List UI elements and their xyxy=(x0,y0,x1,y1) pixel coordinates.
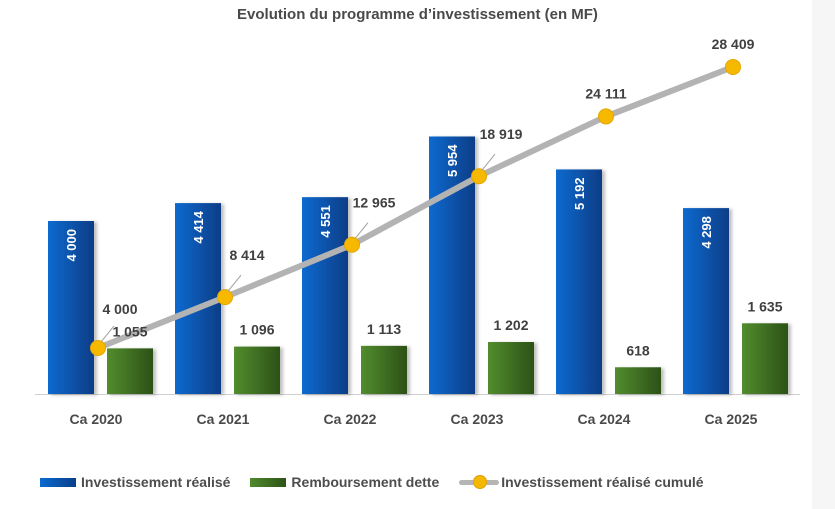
bar-label-remboursement: 618 xyxy=(626,342,650,358)
bar-label-remboursement: 1 096 xyxy=(239,322,274,338)
line-data-label: 8 414 xyxy=(229,247,264,263)
x-tick-label: Ca 2022 xyxy=(324,411,377,427)
leader-line xyxy=(100,325,115,343)
bar-label-investissement: 4 298 xyxy=(699,216,714,249)
bar-remboursement-dette xyxy=(742,323,788,394)
legend-swatch-green xyxy=(250,477,287,487)
side-margin xyxy=(812,0,835,509)
bar-remboursement-dette xyxy=(107,348,153,394)
legend-item-remboursement: Remboursement dette xyxy=(250,474,439,490)
chart-legend: Investissement réalisé Remboursement det… xyxy=(40,472,724,492)
leader-line xyxy=(354,222,369,240)
bar-label-investissement: 4 414 xyxy=(191,210,206,243)
line-data-label: 12 965 xyxy=(353,195,396,211)
x-tick-label: Ca 2023 xyxy=(451,411,504,427)
bar-investissement-realise xyxy=(175,203,221,394)
bar-remboursement-dette xyxy=(488,342,534,394)
bar-label-investissement: 5 192 xyxy=(572,177,587,210)
line-marker xyxy=(344,236,360,253)
x-tick-label: Ca 2025 xyxy=(705,411,758,427)
line-marker xyxy=(90,339,106,356)
line-marker xyxy=(598,108,614,125)
bar-label-remboursement: 1 635 xyxy=(747,298,782,314)
bar-investissement-realise xyxy=(48,221,94,394)
leader-line xyxy=(227,274,242,292)
line-investissement-cumule xyxy=(95,63,736,351)
bar-label-investissement: 5 954 xyxy=(445,144,460,177)
chart-plot: 4 000 1 055 4 414 1 096 4 551 1 113 5 954 1 202… xyxy=(35,36,800,427)
bar-label-remboursement: 1 202 xyxy=(493,317,528,333)
bar-remboursement-dette xyxy=(615,367,661,394)
bar-investissement-realise xyxy=(683,208,729,394)
bar-label-investissement: 4 000 xyxy=(64,229,79,262)
bar-label-investissement: 4 551 xyxy=(318,205,333,238)
legend-item-investissement: Investissement réalisé xyxy=(40,474,230,490)
line-marker xyxy=(725,58,741,75)
bar-investissement-realise xyxy=(302,197,348,394)
x-tick-label: Ca 2024 xyxy=(578,411,631,427)
legend-label: Investissement réalisé cumulé xyxy=(501,474,704,490)
bar-label-remboursement: 1 055 xyxy=(112,323,147,339)
line-marker xyxy=(217,289,233,306)
line-marker xyxy=(471,168,487,185)
line-data-label: 28 409 xyxy=(712,36,755,52)
bar-investissement-realise xyxy=(556,169,602,394)
x-tick-label: Ca 2020 xyxy=(70,411,123,427)
bar-remboursement-dette xyxy=(234,346,280,394)
line-data-label: 24 111 xyxy=(585,85,626,101)
legend-item-cumule: Investissement réalisé cumulé xyxy=(459,474,704,490)
legend-line-marker-icon xyxy=(459,475,500,489)
chart-title: Evolution du programme d’investissement … xyxy=(237,6,598,23)
legend-label: Investissement réalisé xyxy=(81,474,231,490)
legend-swatch-blue xyxy=(40,477,76,487)
line-data-label: 4 000 xyxy=(102,301,137,317)
bar-label-remboursement: 1 113 xyxy=(367,321,401,337)
leader-line xyxy=(481,153,496,171)
bar-remboursement-dette xyxy=(361,345,407,394)
x-tick-label: Ca 2021 xyxy=(197,411,250,427)
line-data-label: 18 919 xyxy=(480,126,523,142)
legend-label: Remboursement dette xyxy=(291,474,440,490)
